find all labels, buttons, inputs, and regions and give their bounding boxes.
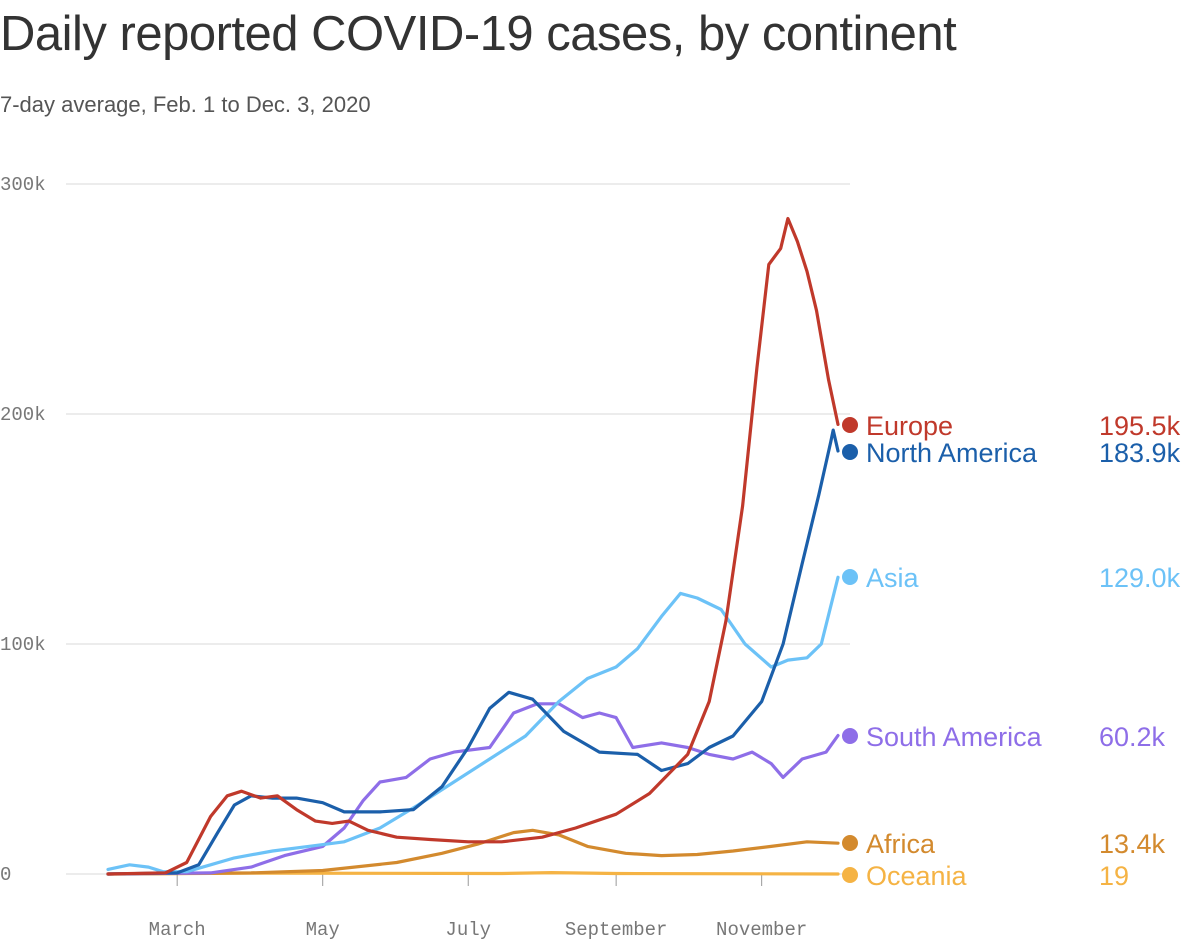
series-value-africa: 13.4k (1099, 829, 1166, 859)
chart-subtitle: 7-day average, Feb. 1 to Dec. 3, 2020 (0, 92, 371, 117)
x-tick-label: September (565, 919, 668, 941)
end-labels: Europe 195.5k North America 183.9k Asia 129.0… (842, 411, 1181, 891)
gridlines: 0 100k 200k 300k (0, 174, 850, 886)
series-label-north-america: North America (866, 438, 1038, 468)
end-dot-oceania (842, 867, 858, 883)
series-label-south-america: South America (866, 722, 1043, 752)
x-tick-label: May (306, 919, 340, 941)
y-tick-label: 300k (0, 174, 46, 196)
end-dot-africa (842, 835, 858, 851)
series-line-south-america (106, 702, 840, 876)
end-dot-europe (842, 417, 858, 433)
end-dot-south-america (842, 728, 858, 744)
series-value-oceania: 19 (1099, 861, 1129, 891)
y-tick-label: 100k (0, 634, 46, 656)
series-line-africa (106, 828, 840, 876)
x-axis: March May July September November (149, 874, 807, 941)
series-label-asia: Asia (866, 563, 920, 593)
y-tick-label: 200k (0, 404, 46, 426)
series-value-europe: 195.5k (1099, 411, 1181, 441)
series-lines (106, 216, 840, 876)
series-label-oceania: Oceania (866, 861, 968, 891)
x-tick-label: July (445, 919, 491, 941)
series-value-south-america: 60.2k (1099, 722, 1166, 752)
end-dot-asia (842, 569, 858, 585)
series-label-europe: Europe (866, 411, 953, 441)
series-line-asia (106, 575, 840, 874)
x-tick-label: March (149, 919, 206, 941)
series-value-north-america: 183.9k (1099, 438, 1181, 468)
series-line-europe (106, 216, 840, 876)
end-dot-north-america (842, 444, 858, 460)
series-label-africa: Africa (866, 829, 936, 859)
chart-title: Daily reported COVID-19 cases, by contin… (0, 7, 957, 61)
x-tick-label: November (716, 919, 807, 941)
y-tick-label: 0 (0, 864, 11, 886)
series-value-asia: 129.0k (1099, 563, 1181, 593)
